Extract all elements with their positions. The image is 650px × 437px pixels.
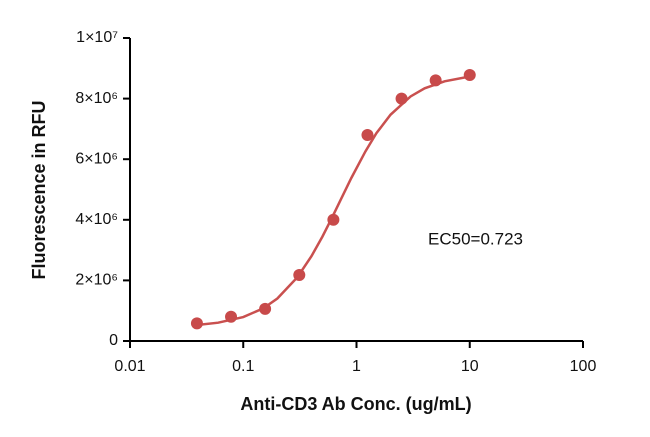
data-point — [259, 302, 272, 315]
data-point — [395, 92, 408, 105]
data-point — [293, 268, 306, 281]
x-axis-label: Anti-CD3 Ab Conc. (ug/mL) — [240, 394, 471, 414]
y-tick-label: 4×10⁶ — [75, 211, 118, 228]
x-tick-label: 0.1 — [232, 358, 254, 375]
y-axis-label: Fluorescence in RFU — [29, 100, 49, 279]
data-point — [327, 213, 340, 226]
data-point — [361, 128, 374, 141]
data-point — [463, 68, 476, 81]
data-point — [190, 317, 203, 330]
annotation: EC50=0.723 — [428, 229, 523, 248]
fit-curve — [198, 75, 470, 327]
data-point — [225, 310, 238, 323]
x-tick-label: 0.01 — [114, 358, 145, 375]
x-tick-label: 1 — [352, 358, 361, 375]
x-tick-label: 10 — [461, 358, 479, 375]
y-tick-label: 2×10⁶ — [75, 272, 118, 289]
y-tick-label: 8×10⁶ — [75, 90, 118, 107]
y-tick-label: 1×10⁷ — [76, 29, 118, 46]
data-point — [429, 74, 442, 87]
y-tick-label: 6×10⁶ — [75, 150, 118, 167]
y-tick-label: 0 — [109, 332, 118, 349]
x-tick-label: 100 — [570, 358, 597, 375]
